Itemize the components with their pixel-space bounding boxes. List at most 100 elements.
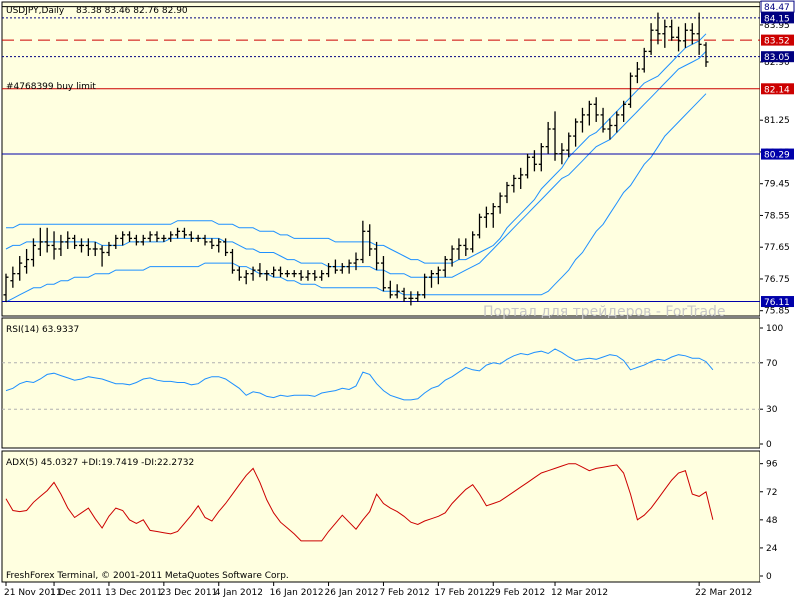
rsi-plot [2, 348, 760, 410]
ohlc-bar [10, 266, 16, 288]
level-tag-box [761, 83, 794, 95]
date-tick-label: 29 Feb 2012 [489, 588, 545, 598]
level-price-tag[interactable]: 82.14 [761, 83, 794, 95]
ohlc-bar [607, 118, 613, 140]
ohlc-bar [394, 284, 400, 299]
price-tick-label: 77.65 [764, 243, 790, 253]
ohlc-bar [37, 227, 43, 257]
ohlc-bar [291, 270, 297, 278]
ohlc-bar [614, 111, 620, 133]
level-tag-box [761, 51, 794, 63]
ohlc-bar [229, 248, 235, 274]
ohlc-bar [380, 256, 386, 292]
date-tick-label: 22 Mar 2012 [695, 588, 752, 598]
rsi-tick-label: 30 [766, 405, 778, 415]
level-price-tag[interactable]: 84.15 [761, 12, 794, 24]
date-tick-label: 16 Jan 2012 [270, 588, 324, 598]
level-tag-text: 83.05 [764, 53, 790, 63]
ohlc-bar [168, 231, 174, 242]
ohlc-bar [360, 220, 366, 264]
watermark: Портал для трейдеров - ForTrade [483, 304, 726, 320]
price-tick-label: 78.55 [764, 211, 790, 221]
level-tag-box [761, 296, 794, 308]
ohlc-bar [17, 256, 23, 281]
ohlc-bar [435, 266, 441, 285]
ohlc-bar [332, 259, 338, 274]
ohlc-bar [531, 150, 537, 172]
ohlc-bar [490, 203, 496, 228]
rsi-line [5, 348, 714, 401]
rsi-title: RSI(14) 63.9337 [6, 325, 79, 335]
ohlc-bar [477, 213, 483, 239]
ohlc-bar [593, 97, 599, 122]
order-label: #4768399 buy limit [6, 82, 96, 92]
level-price-tag[interactable]: 83.52 [761, 34, 794, 47]
level-tag-box [761, 34, 794, 46]
ohlc-bar [518, 167, 524, 189]
rsi-tick-label: 0 [766, 440, 772, 450]
rsi-tick-label: 100 [766, 324, 783, 334]
adx-tick-label: 96 [766, 460, 778, 470]
date-tick-label: 1 Dec 2011 [50, 588, 102, 598]
ohlc-bar [223, 238, 229, 257]
level-tag-text: 82.14 [764, 85, 790, 95]
ohlc-bar [442, 256, 448, 278]
level-tag-text: 80.29 [764, 151, 790, 161]
ohlc-bar [497, 192, 503, 214]
adx-pane[interactable] [1, 450, 761, 583]
ohlc-bar [161, 234, 167, 242]
ohlc-bar [682, 23, 688, 48]
ohlc-bar [504, 181, 510, 204]
level-price-tag[interactable]: 80.29 [761, 148, 794, 161]
ohlc-bar [552, 111, 558, 161]
ohlc-bar [58, 234, 64, 257]
ohlc-bar [85, 238, 91, 257]
date-tick-label: 13 Dec 2011 [105, 588, 163, 598]
ohlc-bar [30, 238, 36, 267]
level-price-tag[interactable]: 83.05 [761, 51, 794, 63]
adx-tick-label: 72 [766, 488, 777, 498]
ohlc-bar [120, 231, 126, 246]
ohlc-bar [600, 107, 606, 133]
ohlc-bar [696, 12, 702, 55]
ohlc-bar [387, 280, 393, 299]
ohlc-bar [511, 174, 517, 193]
ohlc-bar [470, 231, 476, 253]
price-axis [760, 2, 798, 582]
ohlc-bar [209, 238, 215, 249]
price-tick-label: 82.90 [764, 58, 790, 68]
price-tick-label: 75.85 [764, 307, 790, 317]
rsi-pane[interactable] [1, 317, 761, 449]
ohlc-bar [669, 19, 675, 41]
ohlc-bar [216, 238, 222, 253]
ohlc-bar [367, 224, 373, 257]
ohlc-bar [154, 231, 160, 242]
rsi-tick-label: 70 [766, 359, 778, 369]
level-tag-text: 76.11 [764, 298, 790, 308]
level-price-tag[interactable]: 76.11 [761, 296, 794, 308]
price-tick-label: 81.25 [764, 116, 790, 126]
ohlc-bar [99, 245, 105, 267]
ohlc-bar [401, 287, 407, 302]
adx-plot [5, 463, 714, 542]
ohlc-bar [298, 270, 304, 281]
ohlc-bar [271, 266, 277, 278]
level-price-tag[interactable]: 84.47 [760, 0, 795, 13]
ohlc-bar [284, 270, 290, 278]
ma-upper-line [6, 33, 707, 264]
ohlc-bar [689, 23, 695, 45]
price-pane[interactable] [1, 1, 761, 317]
date-tick-label: 12 Mar 2012 [551, 588, 608, 598]
copyright-text: FreshForex Terminal, © 2001-2011 MetaQuo… [6, 571, 289, 581]
ohlc-bar [24, 248, 30, 274]
ohlc-bar [175, 227, 181, 239]
ohlc-bar [44, 227, 50, 253]
level-tag-text: 83.52 [764, 37, 790, 47]
ohlc-bar [202, 234, 208, 246]
ohlc-bar [346, 259, 352, 274]
ohlc-bar [264, 270, 270, 281]
date-tick-label: 4 Jan 2012 [215, 588, 263, 598]
adx-line [5, 463, 714, 542]
